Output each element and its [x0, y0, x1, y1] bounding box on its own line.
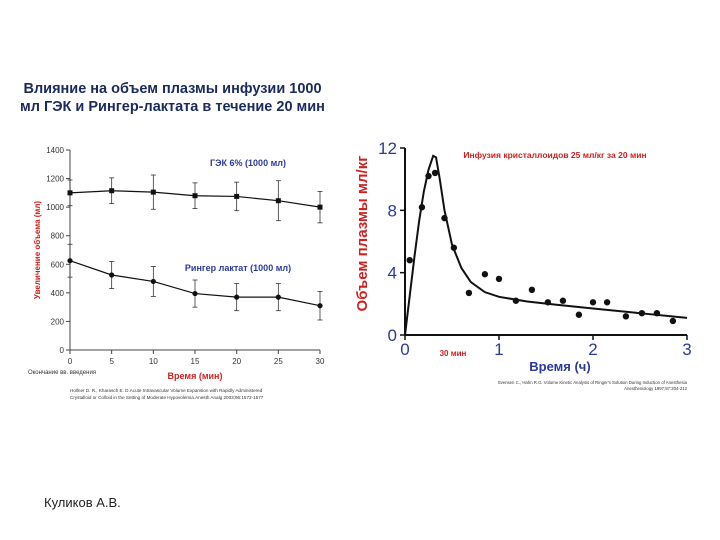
x-tick-label: 25 [274, 357, 283, 366]
x-tick-label: 3 [682, 340, 691, 359]
y-tick-label: 200 [51, 317, 65, 326]
data-point-circle [234, 294, 240, 300]
x-tick-label: 0 [68, 357, 73, 366]
data-point [622, 313, 630, 320]
y-tick-label: 1000 [46, 203, 64, 212]
x-axis-label: Время (ч) [529, 359, 590, 374]
x-axis-label: Время (мин) [168, 371, 223, 381]
x-tick-label: 0 [400, 340, 409, 359]
data-point [559, 297, 567, 304]
data-point-circle [150, 278, 156, 285]
data-point-square [109, 188, 115, 194]
data-point [406, 257, 413, 264]
x-tick-label: 15 [191, 357, 200, 366]
series-label: Рингер лактат (1000 мл) [185, 263, 291, 273]
data-point [575, 311, 583, 318]
data-point-square [192, 193, 198, 199]
y-axis-label: Объем плазмы мл/кг [354, 156, 371, 312]
data-point-square [67, 190, 73, 196]
x-tick-label: 20 [232, 357, 241, 366]
data-point [653, 309, 661, 317]
x-tick-label: 1 [494, 340, 503, 359]
data-point [418, 204, 426, 211]
data-point-circle [109, 272, 115, 278]
citation-line: Anesthesiology 1997;87:204-212 [624, 386, 687, 391]
slide-title: Влияние на объем плазмы инфузии 1000 мл … [20, 81, 325, 115]
chart-title: Инфузия кристаллоидов 25 мл/кг за 20 мин [463, 150, 646, 160]
fitted-curve [404, 154, 688, 336]
data-point [495, 275, 503, 283]
hes-ringer-volume-chart: 0 200 400 600 800 1000 1200 1400 0 5 10 15 20 25 30 Уве… [28, 146, 325, 400]
data-point [441, 214, 448, 222]
y-tick-label: 1200 [46, 175, 64, 184]
y-tick-label: 800 [51, 232, 65, 241]
data-point-square [234, 193, 240, 199]
data-point [481, 271, 489, 278]
data-point [589, 299, 597, 306]
data-point [638, 309, 646, 317]
data-point [669, 317, 677, 325]
y-axis-label: Увеличение объема (мл) [33, 201, 42, 299]
author-name: Куликов А.В. [44, 495, 121, 510]
citation-line: Crystalloid or Colloid in the Setting of… [70, 395, 264, 400]
x-tick-label: 2 [588, 340, 597, 359]
data-point-circle [317, 303, 323, 309]
data-point [465, 289, 473, 297]
y-tick-label: 12 [378, 139, 397, 158]
x-tick-label: 5 [109, 357, 114, 366]
x-tick-label: 30 [316, 357, 325, 366]
annotation-30min: 30 мин [440, 349, 467, 358]
citation-line: Hollner D. R., Kharasch E. D.Acute Intra… [70, 388, 263, 393]
data-point-square [275, 198, 281, 204]
data-point-circle [275, 294, 281, 300]
data-point [425, 172, 432, 180]
y-tick-label: 600 [51, 260, 65, 269]
citation-line: Svensen C., Hahn R.G. Volume Kinetic Ana… [498, 380, 688, 385]
data-point [512, 297, 520, 304]
data-point [528, 286, 536, 294]
data-point [544, 299, 552, 306]
data-point-square [150, 189, 156, 195]
data-point-circle [67, 258, 73, 264]
data-point [431, 169, 439, 177]
data-point [450, 244, 458, 251]
data-point-circle [192, 290, 198, 297]
x-axis-note: Окончание вв. введения [28, 370, 96, 376]
data-point-square [317, 204, 323, 210]
series-label: ГЭК 6% (1000 мл) [210, 158, 286, 168]
y-tick-label: 0 [388, 326, 397, 345]
y-tick-label: 0 [60, 346, 65, 355]
x-tick-label: 10 [149, 357, 158, 366]
data-point [603, 299, 611, 306]
y-tick-label: 8 [388, 201, 397, 220]
y-tick-label: 4 [388, 264, 397, 283]
y-tick-label: 1400 [46, 146, 64, 155]
y-tick-label: 400 [51, 289, 65, 298]
